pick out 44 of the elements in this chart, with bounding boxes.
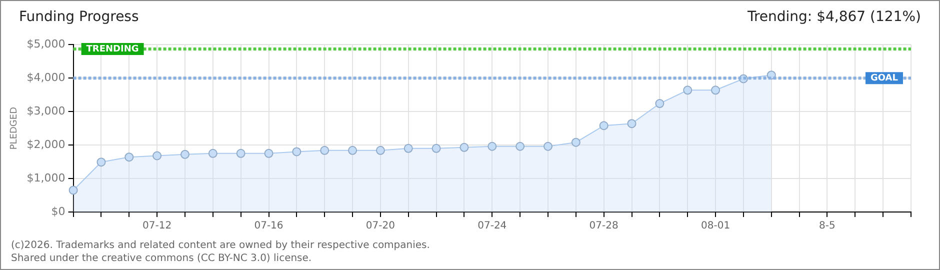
- ref-line-label: GOAL: [870, 73, 898, 84]
- point: [124, 152, 134, 162]
- y-tick-label: $4,000: [26, 70, 66, 84]
- point: [68, 186, 78, 195]
- x-tick-label: 07-24: [478, 220, 507, 232]
- point: [543, 142, 552, 151]
- y-tick-label: $2,000: [26, 138, 66, 151]
- y-tick-label: $3,000: [26, 104, 66, 118]
- y-tick-label: $1,000: [26, 171, 66, 184]
- point: [264, 148, 274, 158]
- x-tick-label: 08-01: [701, 220, 730, 232]
- ref-line-label: TRENDING: [86, 44, 139, 54]
- point: [516, 142, 525, 151]
- point: [711, 86, 720, 95]
- text: (c)2026. Trademarks and related content are owned by their respective companies.: [11, 239, 430, 252]
- point: [292, 147, 302, 156]
- point: [180, 150, 190, 159]
- y-tick-label: $0: [51, 204, 66, 218]
- point: [599, 121, 608, 130]
- text: Trending: $4,867 (121%): [747, 9, 921, 25]
- x-tick-label: 07-28: [589, 220, 618, 232]
- point: [655, 99, 664, 108]
- point: [320, 146, 330, 155]
- point: [152, 151, 162, 160]
- point: [348, 146, 358, 155]
- point: [488, 142, 497, 151]
- x-tick-label: 07-20: [366, 220, 395, 232]
- text: Shared under the creative commons (CC BY-NC 3.0) license.: [11, 252, 313, 265]
- point: [460, 142, 469, 152]
- point: [627, 119, 636, 128]
- x-tick-label: 07-16: [254, 220, 284, 232]
- point: [236, 148, 246, 158]
- point: [432, 144, 441, 153]
- y-tick-label: $5,000: [26, 37, 66, 50]
- point: [96, 158, 106, 167]
- point: [571, 138, 580, 147]
- x-tick-label: 07-12: [142, 220, 172, 232]
- y-axis-title: PLEDGED: [10, 106, 20, 150]
- x-tick-label: 8-5: [819, 220, 836, 232]
- point: [208, 148, 218, 158]
- point: [404, 144, 413, 153]
- point: [683, 86, 692, 95]
- chart-title: Funding Progress: [19, 9, 139, 25]
- point: [376, 146, 385, 155]
